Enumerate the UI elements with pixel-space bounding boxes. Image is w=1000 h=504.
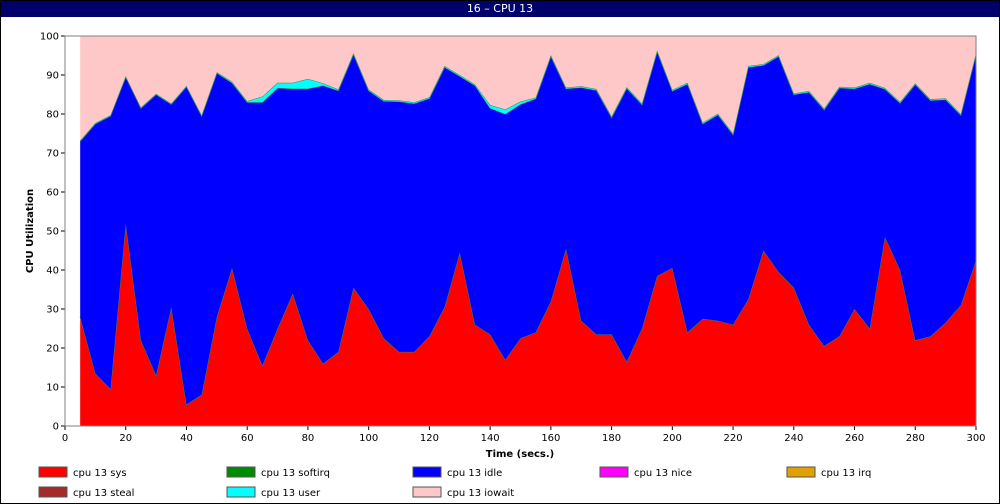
legend-label: cpu 13 idle: [447, 468, 502, 479]
area-series-0: [80, 223, 976, 426]
legend-swatch: [412, 466, 442, 478]
y-tick-label: 70: [46, 149, 59, 160]
y-tick-label: 60: [46, 188, 59, 199]
x-tick-label: 140: [481, 433, 500, 444]
x-axis-label: Time (secs.): [486, 449, 555, 460]
x-tick-label: 300: [966, 433, 985, 444]
legend-label: cpu 13 irq: [821, 468, 871, 479]
legend-label: cpu 13 steal: [73, 488, 134, 499]
x-tick-label: 120: [420, 433, 439, 444]
x-axis-ticks: 0 20 40 60 80 100 120 140 160 180 200 220 240 260 280 3…: [62, 426, 986, 444]
x-tick-label: 20: [119, 433, 132, 444]
legend-label: cpu 13 sys: [73, 468, 127, 479]
x-tick-label: 160: [541, 433, 560, 444]
y-axis-ticks: 0 10 20 30 40 50 60 70 80 90 100: [40, 32, 65, 433]
area-series-7: [80, 36, 976, 141]
y-tick-label: 100: [40, 32, 59, 43]
axes-frame: [64, 35, 977, 427]
x-tick-label: 0: [62, 433, 68, 444]
y-tick-label: 90: [46, 71, 59, 82]
legend-swatch: [38, 486, 68, 498]
legend-label: cpu 13 user: [261, 488, 321, 499]
window-title: 16 – CPU 13: [1, 1, 999, 17]
y-tick-label: 80: [46, 110, 59, 121]
legend-label: cpu 13 iowait: [447, 488, 514, 499]
area-series-2: [80, 51, 976, 405]
y-tick-label: 0: [53, 422, 59, 433]
legend-swatch: [226, 466, 256, 478]
x-tick-label: 100: [359, 433, 378, 444]
y-tick-label: 10: [46, 383, 59, 394]
stacked-areas: [79, 36, 977, 426]
y-tick-label: 50: [46, 227, 59, 238]
y-axis-label: CPU Utilization: [25, 189, 36, 273]
legend-label: cpu 13 nice: [634, 468, 692, 479]
legend-swatch: [599, 466, 629, 478]
y-tick-label: 20: [46, 344, 59, 355]
x-tick-label: 220: [724, 433, 743, 444]
x-tick-label: 200: [663, 433, 682, 444]
legend-swatch: [786, 466, 816, 478]
x-tick-label: 260: [845, 433, 864, 444]
y-tick-label: 40: [46, 266, 59, 277]
legend-swatch: [412, 486, 442, 498]
legend-label: cpu 13 softirq: [261, 468, 330, 479]
x-tick-label: 60: [241, 433, 254, 444]
x-tick-label: 40: [180, 433, 193, 444]
x-tick-label: 280: [906, 433, 925, 444]
x-tick-label: 80: [302, 433, 315, 444]
plot-frame: [64, 35, 977, 427]
legend-swatch: [226, 486, 256, 498]
legend: cpu 13 sys cpu 13 softirq cpu 13 idle cpu 1…: [38, 466, 871, 499]
x-tick-label: 240: [784, 433, 803, 444]
y-tick-label: 30: [46, 305, 59, 316]
x-tick-label: 180: [602, 433, 621, 444]
legend-swatch: [38, 466, 68, 478]
